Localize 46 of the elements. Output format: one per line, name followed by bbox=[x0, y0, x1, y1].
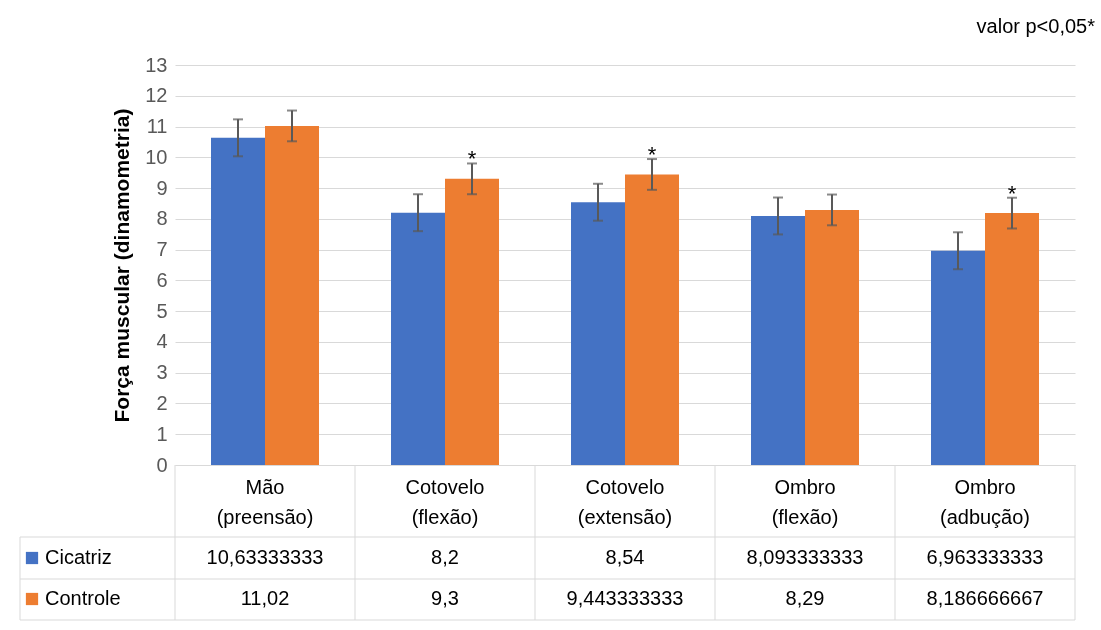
bar bbox=[571, 202, 625, 465]
y-tick-label: 11 bbox=[146, 115, 168, 138]
y-tick-label: 12 bbox=[145, 84, 168, 107]
x-tick-label: Cotovelo (flexão) bbox=[405, 475, 485, 528]
y-tick-label: 2 bbox=[156, 391, 168, 414]
bar bbox=[265, 125, 319, 465]
x-tick-label: Cotovelo (extensão) bbox=[577, 475, 673, 528]
y-axis-title: Força muscular (dinamometria) bbox=[110, 108, 134, 423]
annotation: * bbox=[467, 146, 477, 172]
bar bbox=[931, 250, 985, 465]
y-tick-label: 3 bbox=[156, 361, 168, 384]
annotation: * bbox=[1007, 180, 1017, 206]
data-label: 8,093333333 bbox=[746, 546, 864, 568]
x-tick-label: Ombro (flexão) bbox=[771, 475, 839, 528]
y-tick-label: 4 bbox=[156, 330, 168, 353]
legend-label: Controle bbox=[45, 587, 121, 609]
y-tick-label: 9 bbox=[156, 176, 168, 199]
bar bbox=[625, 174, 679, 465]
y-tick-label: 0 bbox=[156, 453, 168, 476]
bar bbox=[805, 209, 859, 465]
data-label: 9,3 bbox=[431, 587, 459, 609]
data-label: 8,54 bbox=[605, 546, 645, 568]
data-label: 6,963333333 bbox=[926, 546, 1044, 568]
y-tick-label: 10 bbox=[145, 145, 168, 168]
x-tick-label: Mão (preensão) bbox=[216, 475, 314, 528]
data-label: 11,02 bbox=[240, 587, 290, 609]
y-tick-label: 1 bbox=[156, 422, 168, 445]
y-tick-label: 13 bbox=[145, 53, 168, 76]
y-tick-label: 8 bbox=[156, 207, 168, 230]
data-label: 8,186666667 bbox=[926, 587, 1044, 609]
x-tick-label: Ombro (adbução) bbox=[939, 475, 1031, 528]
y-tick-label: 5 bbox=[156, 299, 168, 322]
data-label: 9,443333333 bbox=[566, 587, 684, 609]
chart-title: valor p<0,05* bbox=[976, 15, 1096, 37]
bar bbox=[445, 178, 499, 465]
data-label: 8,2 bbox=[431, 546, 459, 568]
bar bbox=[211, 137, 265, 465]
y-tick-label: 7 bbox=[156, 238, 168, 261]
bar bbox=[985, 213, 1039, 465]
legend-label: Cicatriz bbox=[45, 546, 112, 568]
y-tick-label: 6 bbox=[156, 268, 168, 291]
annotation: * bbox=[647, 142, 657, 168]
data-label: 10,63333333 bbox=[206, 546, 324, 568]
bar bbox=[391, 212, 445, 465]
data-label: 8,29 bbox=[785, 587, 825, 609]
bar bbox=[751, 215, 805, 465]
